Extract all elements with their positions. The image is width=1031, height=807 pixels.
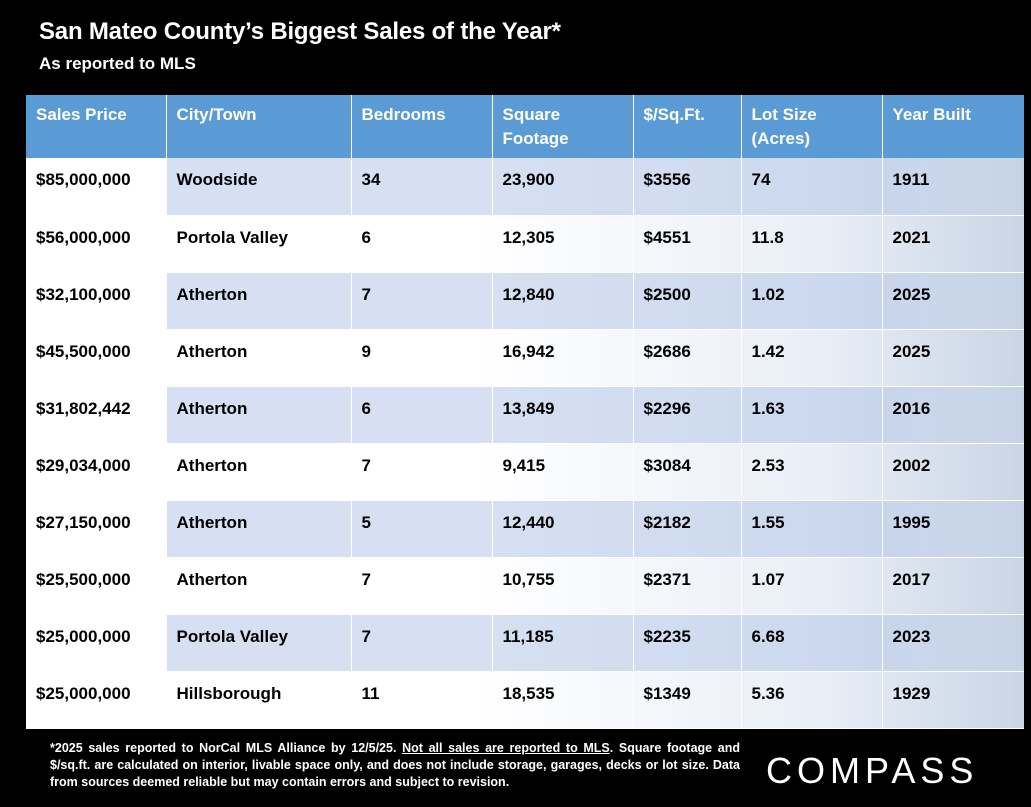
cell-bedrooms: 34 (351, 158, 493, 216)
table-row: $56,000,000 Portola Valley 6 12,305 $455… (26, 215, 1024, 273)
sales-table: Sales Price City/Town Bedrooms Square Fo… (26, 95, 1024, 729)
cell-lot-size: 11.8 (741, 215, 883, 273)
compass-logo: COMPASS (766, 750, 979, 791)
cell-city-town: Atherton (166, 272, 352, 330)
cell-sales-price: $25,000,000 (26, 614, 167, 672)
cell-square-footage: 12,305 (492, 215, 634, 273)
table-row: $29,034,000 Atherton 7 9,415 $3084 2.53 … (26, 443, 1024, 501)
footnote-text-1: *2025 sales reported to NorCal MLS Allia… (50, 741, 403, 755)
cell-city-town: Hillsborough (166, 671, 352, 729)
cell-bedrooms: 5 (351, 500, 493, 558)
cell-price-per-sqft: $3084 (633, 443, 742, 501)
cell-sales-price: $32,100,000 (26, 272, 167, 330)
cell-year-built: 1995 (882, 500, 1024, 558)
cell-square-footage: 12,440 (492, 500, 634, 558)
column-header-city-town: City/Town (166, 95, 352, 158)
cell-square-footage: 23,900 (492, 158, 634, 216)
cell-city-town: Atherton (166, 329, 352, 387)
cell-year-built: 2016 (882, 386, 1024, 444)
column-header-price-per-sqft: $/Sq.Ft. (633, 95, 742, 158)
cell-city-town: Portola Valley (166, 614, 352, 672)
cell-price-per-sqft: $3556 (633, 158, 742, 216)
page-subtitle: As reported to MLS (39, 54, 196, 73)
cell-city-town: Woodside (166, 158, 352, 216)
cell-lot-size: 1.42 (741, 329, 883, 387)
cell-year-built: 2002 (882, 443, 1024, 501)
cell-sales-price: $25,500,000 (26, 557, 167, 615)
cell-year-built: 2017 (882, 557, 1024, 615)
cell-square-footage: 9,415 (492, 443, 634, 501)
column-header-lot-size: Lot Size (Acres) (741, 95, 883, 158)
cell-year-built: 1911 (882, 158, 1024, 216)
cell-sales-price: $31,802,442 (26, 386, 167, 444)
cell-bedrooms: 6 (351, 215, 493, 273)
page-title: San Mateo County’s Biggest Sales of the … (39, 18, 561, 45)
sales-table-container: Sales Price City/Town Bedrooms Square Fo… (26, 95, 1024, 729)
cell-square-footage: 10,755 (492, 557, 634, 615)
cell-sales-price: $56,000,000 (26, 215, 167, 273)
table-row: $85,000,000 Woodside 34 23,900 $3556 74 … (26, 158, 1024, 216)
cell-price-per-sqft: $2371 (633, 557, 742, 615)
column-header-year-built: Year Built (882, 95, 1024, 158)
cell-sales-price: $29,034,000 (26, 443, 167, 501)
cell-city-town: Portola Valley (166, 215, 352, 273)
cell-city-town: Atherton (166, 500, 352, 558)
table-row: $31,802,442 Atherton 6 13,849 $2296 1.63… (26, 386, 1024, 444)
table-row: $45,500,000 Atherton 9 16,942 $2686 1.42… (26, 329, 1024, 387)
cell-lot-size: 2.53 (741, 443, 883, 501)
cell-price-per-sqft: $2296 (633, 386, 742, 444)
cell-year-built: 1929 (882, 671, 1024, 729)
cell-bedrooms: 7 (351, 443, 493, 501)
table-row: $25,000,000 Portola Valley 7 11,185 $223… (26, 614, 1024, 672)
cell-sales-price: $25,000,000 (26, 671, 167, 729)
cell-bedrooms: 7 (351, 272, 493, 330)
cell-price-per-sqft: $2182 (633, 500, 742, 558)
table-row: $25,500,000 Atherton 7 10,755 $2371 1.07… (26, 557, 1024, 615)
cell-square-footage: 16,942 (492, 329, 634, 387)
cell-bedrooms: 6 (351, 386, 493, 444)
cell-lot-size: 5.36 (741, 671, 883, 729)
cell-sales-price: $85,000,000 (26, 158, 167, 216)
cell-price-per-sqft: $4551 (633, 215, 742, 273)
cell-price-per-sqft: $1349 (633, 671, 742, 729)
cell-city-town: Atherton (166, 557, 352, 615)
cell-bedrooms: 9 (351, 329, 493, 387)
column-header-sales-price: Sales Price (26, 95, 167, 158)
cell-sales-price: $45,500,000 (26, 329, 167, 387)
cell-lot-size: 1.07 (741, 557, 883, 615)
cell-price-per-sqft: $2686 (633, 329, 742, 387)
cell-year-built: 2023 (882, 614, 1024, 672)
column-header-bedrooms: Bedrooms (351, 95, 493, 158)
table-header-row: Sales Price City/Town Bedrooms Square Fo… (26, 95, 1024, 158)
cell-year-built: 2025 (882, 272, 1024, 330)
cell-lot-size: 6.68 (741, 614, 883, 672)
cell-city-town: Atherton (166, 386, 352, 444)
cell-year-built: 2025 (882, 329, 1024, 387)
cell-lot-size: 1.63 (741, 386, 883, 444)
cell-square-footage: 18,535 (492, 671, 634, 729)
cell-price-per-sqft: $2235 (633, 614, 742, 672)
table-row: $25,000,000 Hillsborough 11 18,535 $1349… (26, 671, 1024, 729)
footnote-text-2: . Square footage and $/sq.ft. are calcul… (50, 741, 740, 789)
column-header-square-footage: Square Footage (492, 95, 634, 158)
cell-square-footage: 13,849 (492, 386, 634, 444)
cell-bedrooms: 11 (351, 671, 493, 729)
cell-square-footage: 12,840 (492, 272, 634, 330)
cell-lot-size: 1.02 (741, 272, 883, 330)
cell-price-per-sqft: $2500 (633, 272, 742, 330)
cell-year-built: 2021 (882, 215, 1024, 273)
table-row: $27,150,000 Atherton 5 12,440 $2182 1.55… (26, 500, 1024, 558)
table-row: $32,100,000 Atherton 7 12,840 $2500 1.02… (26, 272, 1024, 330)
cell-bedrooms: 7 (351, 557, 493, 615)
cell-sales-price: $27,150,000 (26, 500, 167, 558)
footnote: *2025 sales reported to NorCal MLS Allia… (50, 740, 740, 791)
cell-square-footage: 11,185 (492, 614, 634, 672)
footnote-underlined-text: Not all sales are reported to MLS (402, 741, 610, 755)
cell-city-town: Atherton (166, 443, 352, 501)
cell-bedrooms: 7 (351, 614, 493, 672)
cell-lot-size: 74 (741, 158, 883, 216)
cell-lot-size: 1.55 (741, 500, 883, 558)
